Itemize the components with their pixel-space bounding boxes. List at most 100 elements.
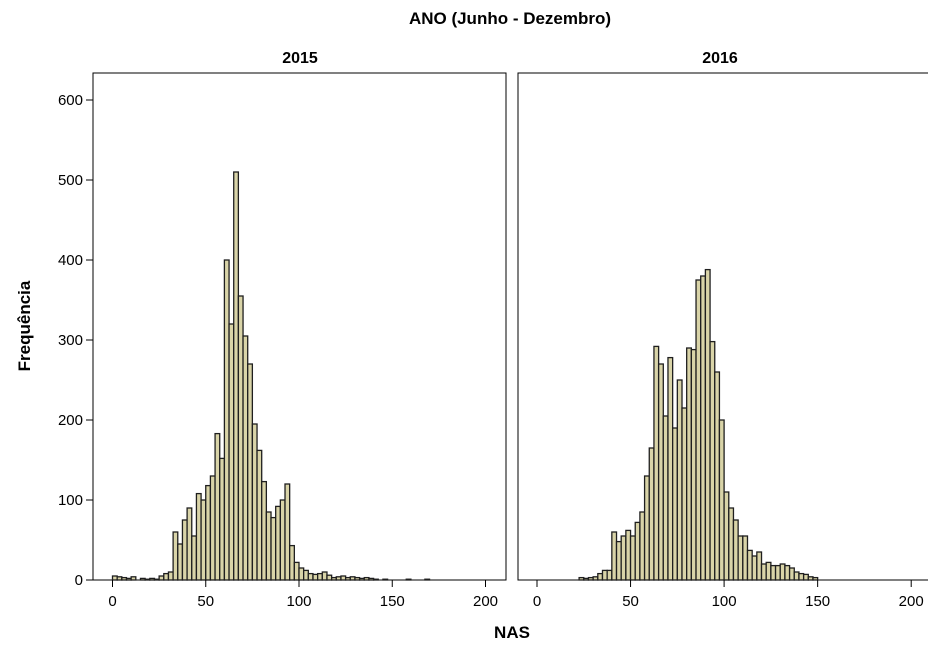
histogram-bar	[209, 475, 216, 581]
panel-2016: 2016	[517, 50, 928, 581]
histogram-bar	[793, 571, 800, 581]
histogram-bar	[714, 371, 721, 581]
histogram-bar	[335, 576, 342, 581]
histogram-bar	[363, 576, 370, 581]
y-tick-label: 200	[58, 412, 83, 429]
histogram-bar	[177, 543, 184, 581]
x-tick-label: 200	[473, 593, 498, 610]
histogram-bar	[265, 511, 272, 581]
histogram-bar	[718, 419, 725, 581]
histogram-bar	[307, 572, 314, 581]
histogram-bar	[592, 576, 599, 581]
histogram-bar	[242, 335, 249, 581]
histogram-bar	[802, 573, 809, 581]
histogram-bar	[751, 555, 758, 581]
histogram-bar	[639, 511, 646, 581]
x-axis-label: NAS	[494, 623, 530, 642]
y-tick-label: 100	[58, 492, 83, 509]
histogram-bar	[672, 427, 678, 581]
x-tick-label: 0	[533, 593, 541, 610]
histogram-bar	[657, 363, 664, 581]
histogram-bar	[275, 505, 282, 581]
histogram-bar	[354, 576, 361, 581]
histogram-bar	[648, 447, 655, 581]
panel-2015: 2015	[92, 50, 507, 581]
panel-title-2016: 2016	[702, 50, 738, 67]
histogram-bar	[788, 567, 795, 581]
histogram-bar	[144, 578, 151, 581]
chart-title: ANO (Junho - Dezembro)	[409, 9, 611, 28]
x-tick-label: 150	[805, 593, 830, 610]
histogram-bar	[732, 519, 739, 581]
histogram-bar	[116, 576, 123, 581]
x-axis-2016: 0 50 100 150 200	[533, 580, 924, 610]
histogram-bar	[312, 573, 319, 581]
x-tick-label: 200	[899, 593, 924, 610]
x-tick-label: 150	[380, 593, 405, 610]
histogram-bar	[667, 356, 674, 581]
histogram-bar	[321, 571, 328, 581]
bars-2015	[111, 171, 431, 581]
histogram-bar	[293, 561, 300, 581]
histogram-bar	[601, 569, 608, 581]
histogram-bar	[700, 275, 707, 581]
histogram-bar	[578, 576, 585, 581]
histogram-bar	[723, 491, 730, 581]
x-tick-label: 0	[108, 593, 116, 610]
histogram-bar	[583, 577, 590, 581]
panel-frame-2015	[92, 72, 507, 581]
histogram-bar	[139, 577, 146, 581]
y-tick-label: 300	[58, 332, 83, 349]
histogram-bar	[620, 535, 627, 581]
histogram-bar	[424, 578, 431, 581]
histogram-bar	[798, 572, 805, 581]
histogram-bar	[172, 531, 179, 581]
histogram-bar	[158, 575, 165, 581]
histogram-bar	[111, 575, 118, 581]
histogram-bar	[704, 268, 711, 581]
histogram-bar	[205, 484, 212, 581]
histogram-bar	[765, 561, 772, 581]
histogram-bar	[737, 535, 744, 581]
histogram-bar	[382, 578, 389, 581]
y-tick-label: 400	[58, 252, 83, 269]
bars-2016	[578, 268, 819, 581]
histogram-bar	[289, 544, 295, 581]
histogram-bar	[261, 480, 268, 581]
histogram-bar	[251, 423, 258, 581]
histogram-bar	[742, 535, 749, 581]
y-tick-label: 600	[58, 92, 83, 109]
panel-title-2015: 2015	[282, 50, 318, 67]
histogram-bar	[807, 576, 814, 581]
histogram-bar	[597, 572, 604, 581]
histogram-bar	[149, 577, 156, 581]
histogram-bar	[681, 407, 688, 581]
histogram-bar	[634, 521, 641, 581]
histogram-bar	[284, 483, 291, 581]
histogram-bar	[746, 549, 753, 581]
histogram-bar	[256, 449, 263, 581]
histogram-bar	[358, 577, 365, 581]
histogram-bar	[195, 492, 202, 581]
histogram-bar	[676, 379, 683, 581]
histogram-bar	[615, 540, 622, 581]
histogram-bar	[662, 415, 669, 581]
histogram-bar	[643, 475, 650, 581]
histogram-bar	[709, 340, 716, 581]
y-tick-label: 0	[75, 572, 83, 589]
histogram-bar	[303, 569, 309, 581]
histogram-bar	[167, 571, 174, 581]
histogram-bar	[760, 563, 767, 581]
histogram-bar	[770, 564, 777, 581]
x-tick-label: 100	[712, 593, 737, 610]
y-axis-label: Frequência	[15, 280, 34, 371]
histogram-bar	[330, 576, 337, 581]
histogram-bar	[690, 348, 697, 581]
histogram-bar	[200, 499, 207, 581]
histogram-bar	[372, 578, 379, 581]
histogram-bar	[340, 575, 347, 581]
histogram-bar	[653, 345, 660, 581]
histogram-bar	[181, 519, 188, 581]
histogram-bar	[316, 572, 323, 581]
